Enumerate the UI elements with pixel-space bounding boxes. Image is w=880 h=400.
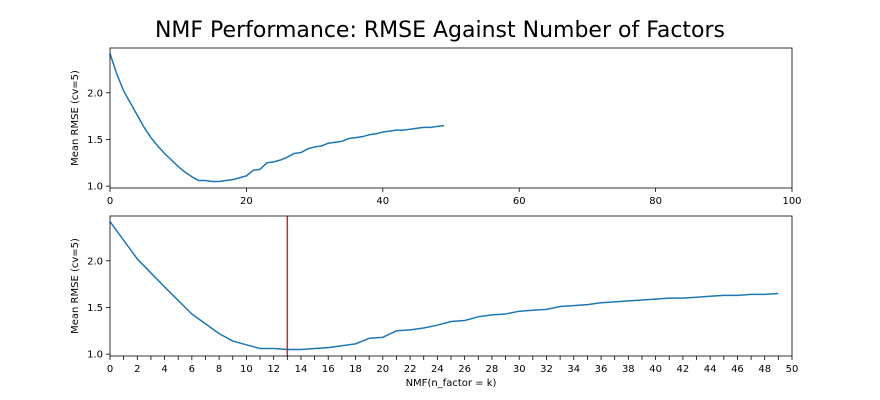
x-tick-label: 36 [595,364,608,375]
x-tick-label: 20 [376,364,389,375]
x-tick-label: 40 [649,364,662,375]
x-tick-label: 4 [161,364,167,375]
y-tick-label: 1.0 [87,350,103,361]
x-tick-label: 42 [677,364,690,375]
x-tick-label: 26 [458,364,471,375]
series-line-2-1 [109,221,779,351]
x-axis-label: NMF(n_factor = k) [406,378,497,389]
y-axis-label: Mean RMSE (cv=5) [70,238,81,334]
x-tick-label: 38 [622,364,635,375]
x-tick-label: 46 [731,364,744,375]
x-tick-label: 50 [786,364,799,375]
x-tick-label: 40 [376,196,389,207]
x-tick-label: 0 [107,364,113,375]
x-tick-label: 8 [216,364,222,375]
y-tick-label: 2.0 [87,256,103,267]
x-tick-label: 0 [107,196,113,207]
x-tick-label: 6 [189,364,195,375]
y-tick-label: 1.5 [87,303,103,314]
figure-title: NMF Performance: RMSE Against Number of … [154,18,726,43]
x-tick-label: 16 [322,364,335,375]
x-tick-label: 30 [513,364,526,375]
x-tick-label: 12 [267,364,280,375]
x-tick-label: 20 [240,196,253,207]
x-tick-label: 44 [704,364,717,375]
x-tick-label: 18 [349,364,362,375]
x-tick-label: 32 [540,364,553,375]
plot-frame-1 [109,47,793,189]
x-tick-label: 48 [758,364,771,375]
x-tick-label: 60 [513,196,526,207]
x-tick-label: 2 [134,364,140,375]
y-tick-label: 2.0 [87,88,103,99]
x-tick-label: 34 [567,364,580,375]
y-tick-label: 1.0 [87,182,103,193]
y-axis-label: Mean RMSE (cv=5) [70,70,81,166]
x-tick-label: 28 [486,364,499,375]
x-tick-label: 24 [431,364,444,375]
series-line-1-1 [109,53,445,183]
plot-frame-2 [109,215,793,357]
x-tick-label: 22 [404,364,417,375]
x-tick-label: 10 [240,364,253,375]
x-tick-label: 100 [782,196,801,207]
y-tick-label: 1.5 [87,135,103,146]
x-tick-label: 14 [295,364,308,375]
x-tick-label: 80 [649,196,662,207]
